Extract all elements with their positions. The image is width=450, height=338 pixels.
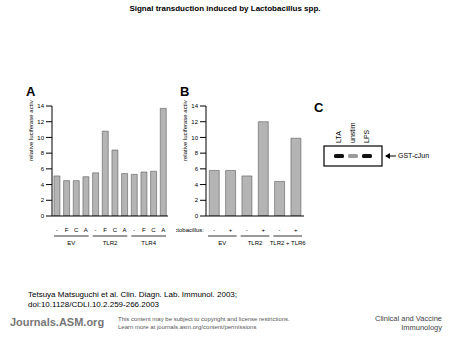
svg-text:8: 8 bbox=[41, 150, 45, 156]
html-text:A: A bbox=[26, 84, 36, 99]
svg-text:-: - bbox=[279, 227, 281, 233]
svg-text:8: 8 bbox=[195, 150, 199, 156]
svg-text:unstim: unstim bbox=[349, 122, 356, 143]
html-text:This content may be subject to: This content may be subject to copyright… bbox=[118, 316, 290, 322]
svg-text:10: 10 bbox=[37, 135, 44, 141]
svg-text:C: C bbox=[151, 227, 156, 233]
svg-text:14: 14 bbox=[37, 103, 44, 109]
svg-text:EV: EV bbox=[67, 240, 75, 246]
svg-text:F: F bbox=[65, 227, 69, 233]
svg-text:-: - bbox=[95, 227, 97, 233]
svg-text:+: + bbox=[294, 227, 298, 233]
svg-text:EV: EV bbox=[218, 240, 226, 246]
svg-text:relative luciferase activity: relative luciferase activity bbox=[28, 100, 34, 161]
svg-text:-: - bbox=[133, 227, 135, 233]
svg-text:12: 12 bbox=[37, 119, 44, 125]
html-text:doi:10.1128/CDLI.10.2.259-266.: doi:10.1128/CDLI.10.2.259-266.2003 bbox=[28, 300, 160, 309]
svg-text:14: 14 bbox=[191, 103, 198, 109]
svg-text:2: 2 bbox=[195, 197, 199, 203]
svg-text:Lactobacillus:: Lactobacillus: bbox=[176, 227, 204, 233]
svg-text:TLR2 + TLR6: TLR2 + TLR6 bbox=[270, 240, 307, 246]
svg-text:GST-cJun: GST-cJun bbox=[398, 152, 429, 159]
svg-text:TLR4: TLR4 bbox=[141, 240, 156, 246]
svg-text:F: F bbox=[103, 227, 107, 233]
html-text:C: C bbox=[314, 100, 324, 115]
html-text:Learn more at journals.asm.org: Learn more at journals.asm.org/content/p… bbox=[118, 324, 257, 330]
svg-text:A: A bbox=[84, 227, 88, 233]
svg-text:10: 10 bbox=[191, 135, 198, 141]
svg-text:-: - bbox=[213, 227, 215, 233]
svg-text:-: - bbox=[56, 227, 58, 233]
svg-text:4: 4 bbox=[41, 182, 45, 188]
svg-text:2: 2 bbox=[41, 197, 45, 203]
html-text:Signal transduction induced by: Signal transduction induced by Lactobaci… bbox=[129, 4, 321, 13]
svg-text:0: 0 bbox=[41, 213, 45, 219]
html-text:Immunology: Immunology bbox=[401, 323, 442, 332]
svg-text:C: C bbox=[74, 227, 79, 233]
svg-text:TLR2: TLR2 bbox=[103, 240, 118, 246]
svg-text:12: 12 bbox=[191, 119, 198, 125]
svg-text:LTA: LTA bbox=[335, 131, 342, 143]
svg-text:F: F bbox=[142, 227, 146, 233]
html-text:Clinical and Vaccine: Clinical and Vaccine bbox=[375, 314, 442, 323]
html-text:Tetsuya Matsuguchi et al. Clin: Tetsuya Matsuguchi et al. Clin. Diagn. L… bbox=[28, 290, 237, 299]
svg-text:TLR2: TLR2 bbox=[248, 240, 263, 246]
svg-text:0: 0 bbox=[195, 213, 199, 219]
svg-text:-: - bbox=[246, 227, 248, 233]
svg-text:+: + bbox=[229, 227, 233, 233]
svg-text:A: A bbox=[161, 227, 165, 233]
html-text:Journals.ASM.org: Journals.ASM.org bbox=[10, 316, 105, 328]
svg-text:4: 4 bbox=[195, 182, 199, 188]
svg-text:C: C bbox=[113, 227, 118, 233]
html-text:B: B bbox=[180, 84, 190, 99]
svg-text:+: + bbox=[261, 227, 265, 233]
svg-text:relative luciferase activity: relative luciferase activity bbox=[182, 100, 188, 161]
svg-text:6: 6 bbox=[41, 166, 45, 172]
svg-text:6: 6 bbox=[195, 166, 199, 172]
svg-text:A: A bbox=[122, 227, 126, 233]
svg-text:LPS: LPS bbox=[363, 129, 370, 143]
